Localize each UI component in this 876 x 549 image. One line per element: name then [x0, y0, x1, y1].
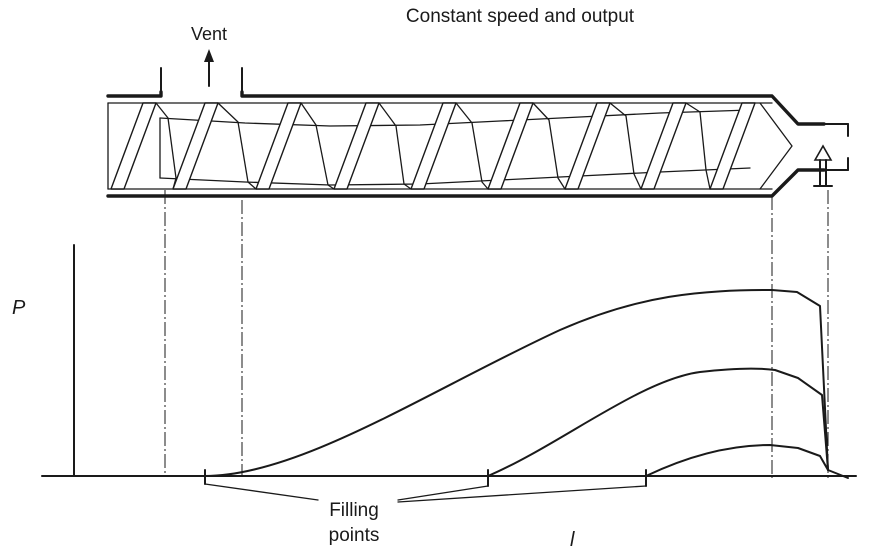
pressure-plot: [41, 244, 857, 487]
y-axis-label: P: [12, 297, 26, 319]
pressure-curve-mid: [487, 367, 829, 477]
x-axis-label: l: [570, 529, 575, 549]
vent-arrow-icon: [204, 49, 214, 87]
pressure-curve-low: [645, 444, 829, 477]
extruder-screw: [107, 102, 793, 190]
alignment-guides: [164, 190, 829, 478]
vent-label: Vent: [191, 24, 227, 44]
filling-points-label-line2: points: [329, 525, 380, 546]
diagram-title: Constant speed and output: [406, 6, 635, 27]
pressure-curve-high: [204, 289, 829, 477]
filling-point-leaders: [204, 483, 647, 503]
pressure-curve-tail: [827, 469, 849, 479]
filling-points-label-line1: Filling: [329, 500, 379, 521]
output-arrow-icon: [813, 144, 833, 187]
